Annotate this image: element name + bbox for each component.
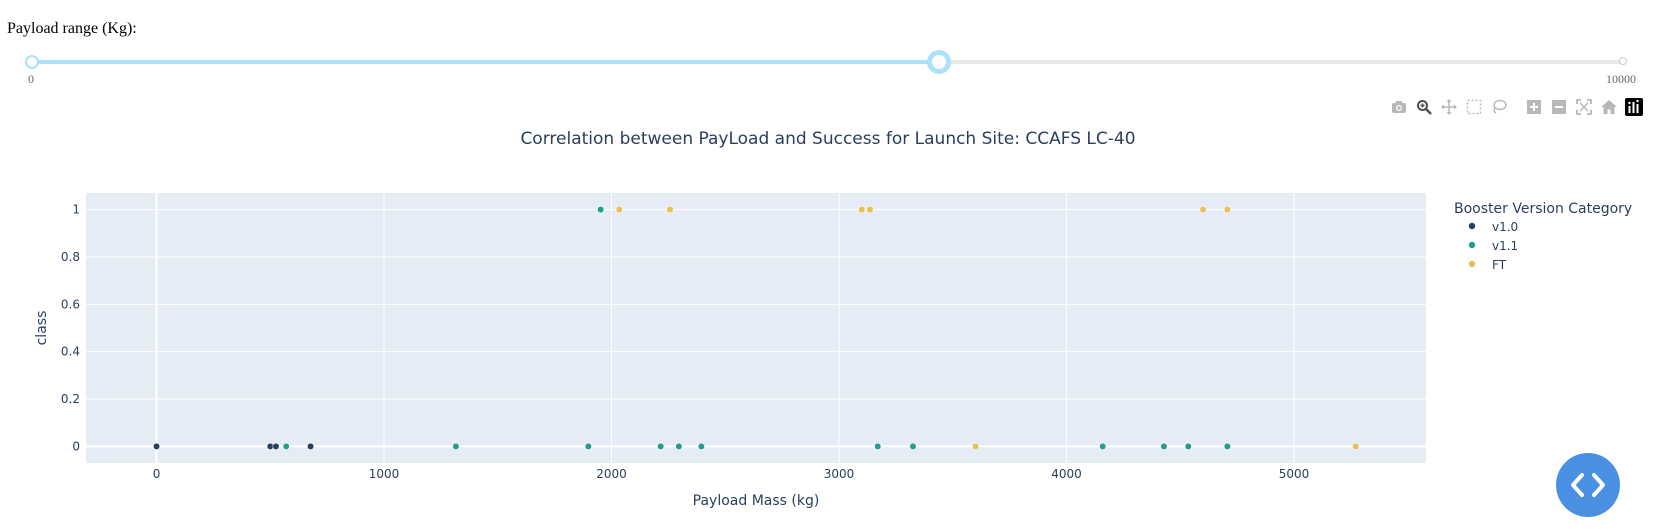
x-tick-label: 0 — [153, 467, 161, 481]
x-tick-label: 4000 — [1051, 467, 1082, 481]
slider-end-dot — [1619, 57, 1627, 65]
legend-marker — [1468, 260, 1476, 268]
slider-track[interactable] — [32, 60, 940, 64]
payload-range-slider[interactable]: 0 10000 — [0, 48, 1656, 88]
data-point[interactable] — [597, 206, 605, 214]
payload-range-label: Payload range (Kg): — [7, 20, 137, 37]
data-point[interactable] — [1184, 442, 1192, 450]
zoom-icon[interactable] — [1414, 97, 1434, 117]
data-point[interactable] — [666, 206, 674, 214]
zoom-in-icon[interactable] — [1524, 97, 1544, 117]
data-point[interactable] — [1223, 442, 1231, 450]
box-select-icon[interactable] — [1464, 97, 1484, 117]
data-point[interactable] — [452, 442, 460, 450]
data-point[interactable] — [584, 442, 592, 450]
data-point[interactable] — [1160, 442, 1168, 450]
y-tick-label: 1 — [72, 203, 80, 217]
code-icon — [1571, 473, 1605, 497]
zoom-out-icon[interactable] — [1549, 97, 1569, 117]
data-point[interactable] — [874, 442, 882, 450]
code-toggle-button[interactable] — [1556, 453, 1620, 517]
camera-icon[interactable] — [1389, 97, 1409, 117]
plot-area — [86, 193, 1426, 463]
data-point[interactable] — [266, 442, 274, 450]
data-point[interactable] — [153, 442, 160, 450]
data-point[interactable] — [697, 442, 705, 450]
slider-handle-max[interactable] — [927, 50, 952, 74]
plotly-logo-icon[interactable] — [1624, 97, 1644, 117]
data-point[interactable] — [866, 206, 874, 214]
data-point[interactable] — [909, 442, 917, 450]
data-point[interactable] — [1199, 206, 1207, 214]
data-point[interactable] — [972, 442, 979, 450]
reset-axes-icon[interactable] — [1599, 97, 1619, 117]
data-point[interactable] — [282, 442, 290, 450]
data-point[interactable] — [1352, 442, 1360, 450]
x-tick-label: 1000 — [369, 467, 400, 481]
y-tick-label: 0.2 — [61, 392, 80, 406]
slider-min-label: 0 — [28, 72, 34, 86]
data-point[interactable] — [675, 442, 683, 450]
pan-icon[interactable] — [1439, 97, 1459, 117]
slider-max-label: 10000 — [1606, 72, 1636, 86]
legend-marker — [1468, 222, 1476, 230]
data-point[interactable] — [615, 206, 623, 214]
data-point[interactable] — [307, 442, 314, 450]
legend-marker — [1468, 241, 1476, 249]
y-tick-label: 0.4 — [61, 345, 80, 359]
data-point[interactable] — [657, 442, 665, 450]
lasso-icon[interactable] — [1489, 97, 1509, 117]
y-tick-label: 0.6 — [61, 297, 80, 311]
legend-item-label[interactable]: v1.1 — [1492, 239, 1518, 253]
slider-handle-min[interactable] — [25, 55, 39, 69]
y-tick-label: 0.8 — [61, 250, 80, 264]
legend-item-label[interactable]: v1.0 — [1492, 220, 1518, 234]
x-tick-label: 3000 — [824, 467, 855, 481]
x-tick-label: 5000 — [1279, 467, 1310, 481]
autoscale-icon[interactable] — [1574, 97, 1594, 117]
legend-item-label[interactable]: FT — [1492, 258, 1507, 272]
chart-modebar — [1384, 97, 1644, 117]
legend-title: Booster Version Category — [1454, 201, 1632, 217]
data-point[interactable] — [1099, 442, 1107, 450]
chart-legend: Booster Version Category v1.0 v1.1 FT — [1454, 201, 1632, 272]
chart-title: Correlation between PayLoad and Success … — [520, 129, 1135, 149]
data-point[interactable] — [1223, 206, 1231, 214]
data-point[interactable] — [858, 206, 866, 214]
x-axis-label: Payload Mass (kg) — [693, 493, 820, 509]
y-tick-label: 0 — [72, 439, 80, 453]
y-axis-label: class — [34, 311, 50, 346]
data-point[interactable] — [272, 442, 280, 450]
x-tick-label: 2000 — [596, 467, 627, 481]
